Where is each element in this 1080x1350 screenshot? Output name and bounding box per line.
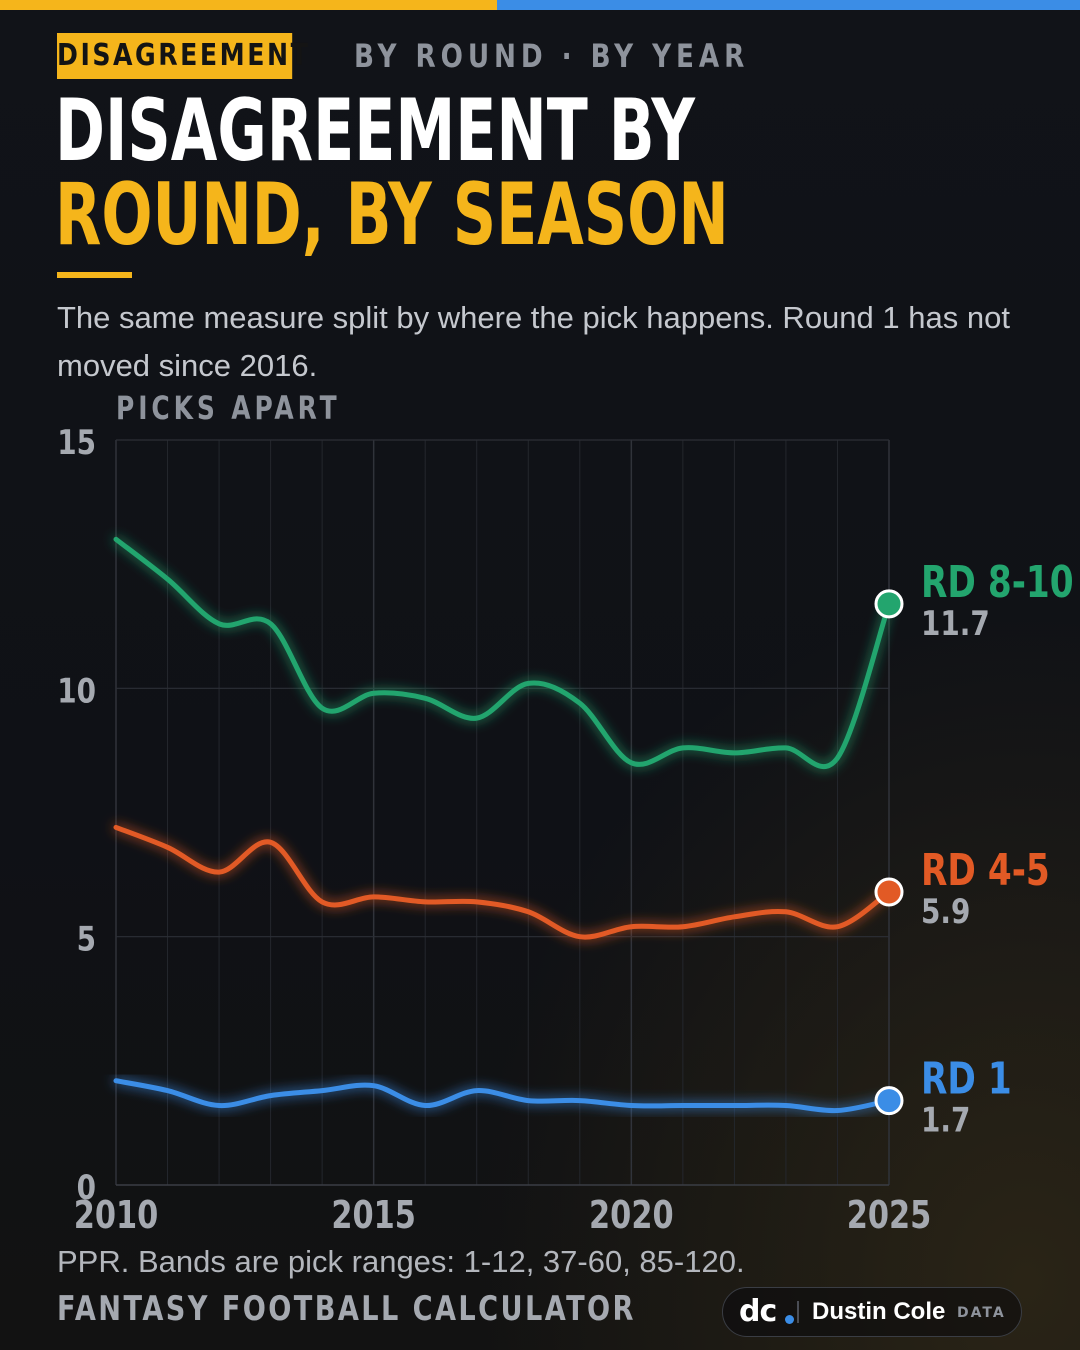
series-name-label: RD 1 [921, 1053, 1012, 1104]
page-title-line-1: DISAGREEMENT BY [55, 81, 695, 181]
series-rd-1 [113, 1078, 904, 1116]
series-rd-4-5 [113, 824, 904, 940]
top-accent-bar-gold [0, 0, 497, 10]
y-tick-label: 5 [77, 920, 96, 959]
series-value-label: 5.9 [921, 892, 970, 931]
author-logo: dc Dustin Cole DATA [722, 1287, 1022, 1337]
logo-mark: dc [739, 1294, 777, 1329]
series-line-rd-8-10 [113, 536, 892, 769]
series-name-label: RD 4-5 [921, 845, 1050, 896]
source-brand: FANTASY FOOTBALL CALCULATOR [57, 1289, 636, 1329]
y-tick-label: 0 [77, 1168, 96, 1207]
top-accent-bar [0, 0, 1080, 10]
title-underline [57, 272, 132, 278]
axis-layer: 0 5 10 15 2010 2015 2020 2025 [57, 423, 931, 1238]
x-tick-label: 2010 [74, 1194, 159, 1238]
y-tick-label: 15 [57, 423, 96, 462]
series-layer [113, 536, 904, 1116]
logo-subtitle: DATA [957, 1305, 1006, 1321]
logo-divider [797, 1301, 799, 1323]
y-tick-label: 10 [57, 672, 96, 711]
end-point-rd-4-5 [874, 877, 904, 907]
series-line-rd-1 [113, 1078, 892, 1114]
series-value-label: 1.7 [921, 1101, 970, 1140]
logo-dot-icon [785, 1315, 794, 1324]
y-axis-title: PICKS APART [116, 389, 341, 427]
end-point-rd-8-10 [874, 589, 904, 619]
series-name-label: RD 8-10 [921, 557, 1074, 608]
series-rd-8-10 [113, 536, 904, 769]
kicker-text: BY ROUND · BY YEAR [354, 37, 750, 75]
grid-layer [115, 439, 890, 1186]
page-title-line-2: ROUND, BY SEASON [55, 165, 729, 265]
footnote: PPR. Bands are pick ranges: 1-12, 37-60,… [57, 1244, 745, 1279]
series-value-label: 11.7 [921, 604, 990, 643]
x-tick-label: 2015 [331, 1194, 416, 1238]
top-accent-bar-blue [497, 0, 1080, 10]
subtitle: The same measure split by where the pick… [57, 300, 1010, 383]
end-point-rd-1 [874, 1086, 904, 1116]
kicker-badge: DISAGREEMENT [57, 33, 308, 79]
series-line-rd-4-5 [113, 824, 892, 940]
logo-name: Dustin Cole [812, 1298, 946, 1325]
x-tick-label: 2020 [589, 1194, 674, 1238]
x-tick-label: 2025 [847, 1194, 932, 1238]
